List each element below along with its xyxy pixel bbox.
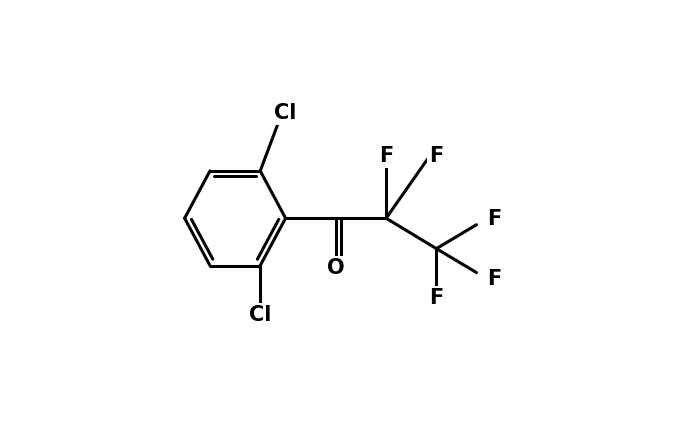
Text: F: F [429, 288, 443, 308]
Text: O: O [327, 258, 345, 278]
Text: Cl: Cl [274, 103, 297, 123]
Text: F: F [487, 208, 501, 229]
Text: F: F [487, 269, 501, 288]
Text: Cl: Cl [249, 305, 272, 325]
Text: F: F [429, 146, 443, 166]
Text: F: F [379, 146, 393, 166]
